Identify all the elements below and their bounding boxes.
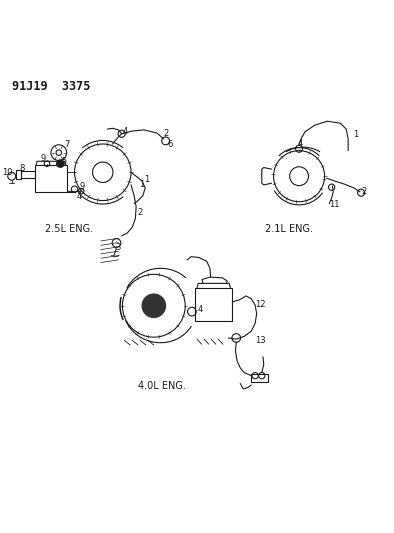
- FancyBboxPatch shape: [251, 375, 268, 382]
- Text: 1: 1: [139, 180, 145, 189]
- Text: 2.5L ENG.: 2.5L ENG.: [45, 224, 93, 234]
- Text: 11: 11: [329, 200, 340, 209]
- Circle shape: [142, 294, 165, 318]
- Text: 91J19  3375: 91J19 3375: [13, 80, 91, 93]
- Text: 2: 2: [137, 208, 142, 217]
- Text: 9: 9: [80, 182, 85, 190]
- Text: 7: 7: [64, 140, 69, 149]
- Text: 6: 6: [167, 140, 173, 149]
- FancyBboxPatch shape: [35, 165, 67, 192]
- Text: 4: 4: [76, 192, 82, 201]
- Text: 10: 10: [2, 168, 13, 177]
- Text: 2: 2: [361, 188, 366, 196]
- Text: 5: 5: [61, 157, 66, 166]
- Circle shape: [57, 160, 64, 167]
- Text: 4: 4: [122, 126, 127, 135]
- FancyBboxPatch shape: [195, 288, 232, 321]
- Text: 4: 4: [198, 305, 203, 314]
- Text: 2: 2: [163, 130, 168, 138]
- Text: 13: 13: [255, 336, 266, 345]
- Text: 9: 9: [41, 154, 46, 163]
- Text: 8: 8: [20, 164, 25, 173]
- Text: 2.1L ENG.: 2.1L ENG.: [265, 224, 313, 234]
- Text: 1: 1: [353, 131, 359, 140]
- Text: 4: 4: [298, 139, 303, 148]
- Text: 4.0L ENG.: 4.0L ENG.: [138, 381, 186, 391]
- Text: 1: 1: [144, 175, 149, 184]
- Text: 3: 3: [115, 243, 121, 252]
- Text: 12: 12: [255, 301, 266, 310]
